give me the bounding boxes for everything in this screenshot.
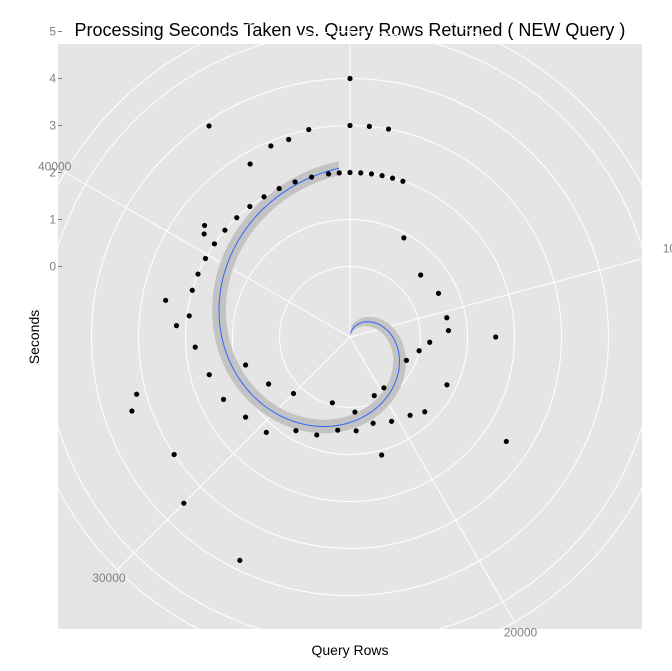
data-point <box>211 241 218 247</box>
data-point <box>379 452 385 458</box>
data-point <box>389 175 396 181</box>
data-point <box>314 432 320 438</box>
data-point <box>366 123 372 129</box>
data-point <box>403 357 410 363</box>
data-point <box>129 408 135 414</box>
data-point <box>368 171 375 177</box>
data-point <box>276 185 282 192</box>
grid-spoke <box>349 336 515 623</box>
data-point <box>306 126 312 133</box>
data-point <box>493 334 499 340</box>
data-point <box>400 178 406 184</box>
smooth-band <box>212 161 406 434</box>
data-point <box>427 339 433 345</box>
data-point <box>418 272 424 278</box>
data-point <box>325 171 332 177</box>
radial-tick-label: 4 <box>49 72 56 86</box>
confidence-band <box>212 161 406 434</box>
data-point <box>371 393 377 399</box>
data-point <box>308 174 315 180</box>
data-point <box>201 222 208 229</box>
angular-tick-label: 40000 <box>38 160 72 174</box>
data-point <box>388 418 395 424</box>
angular-tick-label: 10000 <box>663 242 672 256</box>
data-point <box>422 409 428 415</box>
data-point <box>401 235 407 241</box>
data-point <box>192 344 198 350</box>
radial-tick-label: 2 <box>49 166 56 180</box>
data-point <box>445 327 452 334</box>
data-point <box>263 429 269 436</box>
grid-spoke <box>349 251 668 338</box>
data-point <box>222 227 228 233</box>
data-point <box>234 215 240 221</box>
data-point <box>286 136 292 143</box>
angular-tick-label: 30000 <box>92 571 126 585</box>
data-point <box>379 173 385 179</box>
data-point <box>237 557 243 564</box>
data-point <box>265 381 272 387</box>
data-point <box>358 170 364 176</box>
data-point <box>416 348 422 354</box>
data-point <box>163 297 169 303</box>
data-points <box>129 75 509 564</box>
data-point <box>444 315 450 321</box>
angular-tick-label: 20000 <box>504 625 538 639</box>
data-point <box>353 428 359 434</box>
data-point <box>370 420 376 426</box>
data-point <box>503 438 509 445</box>
data-point <box>247 161 253 167</box>
data-point <box>201 231 207 237</box>
data-point <box>293 428 299 434</box>
data-point <box>335 427 341 433</box>
data-point <box>407 412 413 418</box>
grid-spoke <box>117 336 351 570</box>
data-point <box>290 390 297 397</box>
data-point <box>220 396 227 402</box>
radial-tick-label: 1 <box>49 213 56 227</box>
data-point <box>242 414 249 420</box>
data-point <box>329 400 335 406</box>
grid-spoke <box>64 172 351 338</box>
data-point <box>247 203 253 210</box>
data-point <box>173 323 180 329</box>
data-point <box>381 385 387 391</box>
radial-tick-label: 3 <box>49 119 56 133</box>
data-point <box>195 271 201 277</box>
data-point <box>202 255 209 262</box>
axis-tick-labels: 0 1 2 3 4 5 10000 20000 30000 40000 <box>38 25 672 640</box>
radial-tick-label: 0 <box>49 260 56 274</box>
data-point <box>347 122 353 129</box>
data-point <box>186 313 192 319</box>
radial-tick-label: 5 <box>49 25 56 39</box>
data-point <box>444 382 450 388</box>
data-point <box>189 287 195 293</box>
data-point <box>435 290 442 296</box>
x-axis-label: Query Rows <box>311 642 389 658</box>
data-point <box>206 123 212 129</box>
data-point <box>206 372 212 378</box>
data-point <box>347 169 353 176</box>
data-point <box>171 451 177 458</box>
data-point <box>181 500 187 506</box>
data-point <box>268 143 274 149</box>
data-point <box>242 362 249 368</box>
data-point <box>385 126 392 132</box>
data-point <box>292 179 298 185</box>
data-point <box>134 391 140 397</box>
data-point <box>336 170 342 176</box>
smooth-line <box>218 167 401 427</box>
data-point <box>347 75 353 82</box>
data-point <box>352 409 358 415</box>
data-point <box>261 194 267 200</box>
